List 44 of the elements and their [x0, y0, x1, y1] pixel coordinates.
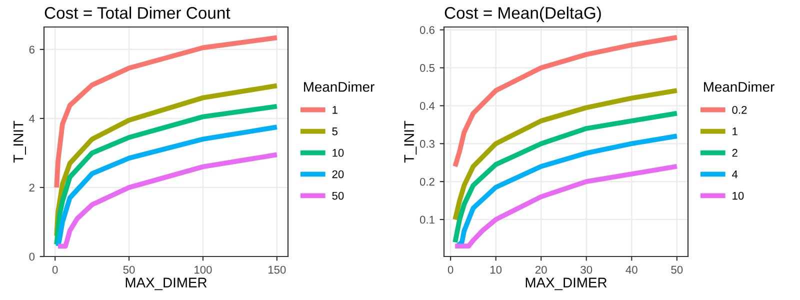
- x-axis-title: MAX_DIMER: [126, 278, 207, 290]
- legend-label: 20: [332, 170, 344, 178]
- line-series: [452, 110, 680, 245]
- legend-label: 0.2: [732, 106, 747, 114]
- x-tick-label: 10: [490, 266, 502, 274]
- line-series: [54, 35, 280, 190]
- x-tick-label: 0: [448, 266, 454, 274]
- x-axis-title: MAX_DIMER: [526, 278, 607, 290]
- line-series: [452, 88, 680, 222]
- legend-title: MeanDimer: [704, 82, 774, 92]
- x-tick-label: 50: [671, 266, 683, 274]
- y-axis-title: T_INIT: [14, 120, 26, 163]
- legend-label: 1: [732, 128, 738, 136]
- y-tick-label: 4: [29, 114, 35, 122]
- legend-label: 5: [332, 128, 338, 136]
- y-tick-label: 0.5: [420, 64, 435, 72]
- legend-label: 50: [332, 192, 344, 200]
- x-tick-label: 20: [535, 266, 547, 274]
- x-tick-label: 50: [123, 266, 135, 274]
- y-tick-label: 0.2: [420, 178, 434, 186]
- y-axis-title: T_INIT: [404, 120, 417, 163]
- chart-title: Cost = Total Dimer Count: [44, 6, 230, 19]
- legend-label: 1: [332, 106, 338, 114]
- y-tick-label: 0.4: [420, 102, 435, 110]
- y-tick-label: 0: [29, 252, 35, 261]
- legend-title: MeanDimer: [304, 82, 374, 92]
- legend-label: 2: [732, 148, 738, 157]
- line-series: [452, 35, 680, 169]
- y-tick-label: 0.3: [420, 140, 434, 148]
- x-tick-label: 100: [194, 266, 212, 274]
- y-tick-label: 6: [29, 46, 34, 54]
- y-tick-label: 2: [29, 184, 34, 192]
- y-tick-label: 0.1: [420, 216, 434, 224]
- x-tick-label: 40: [626, 266, 638, 274]
- y-tick-label: 0.6: [420, 26, 434, 34]
- legend-label: 10: [732, 192, 744, 200]
- x-tick-label: 150: [268, 266, 286, 274]
- line-series: [56, 124, 280, 249]
- x-tick-label: 30: [580, 266, 592, 274]
- x-tick-label: 0: [52, 266, 58, 274]
- legend-label: 10: [332, 148, 344, 157]
- legend-label: 4: [732, 170, 738, 178]
- line-series: [54, 104, 280, 247]
- chart-title: Cost = Mean(DeltaG): [444, 6, 601, 22]
